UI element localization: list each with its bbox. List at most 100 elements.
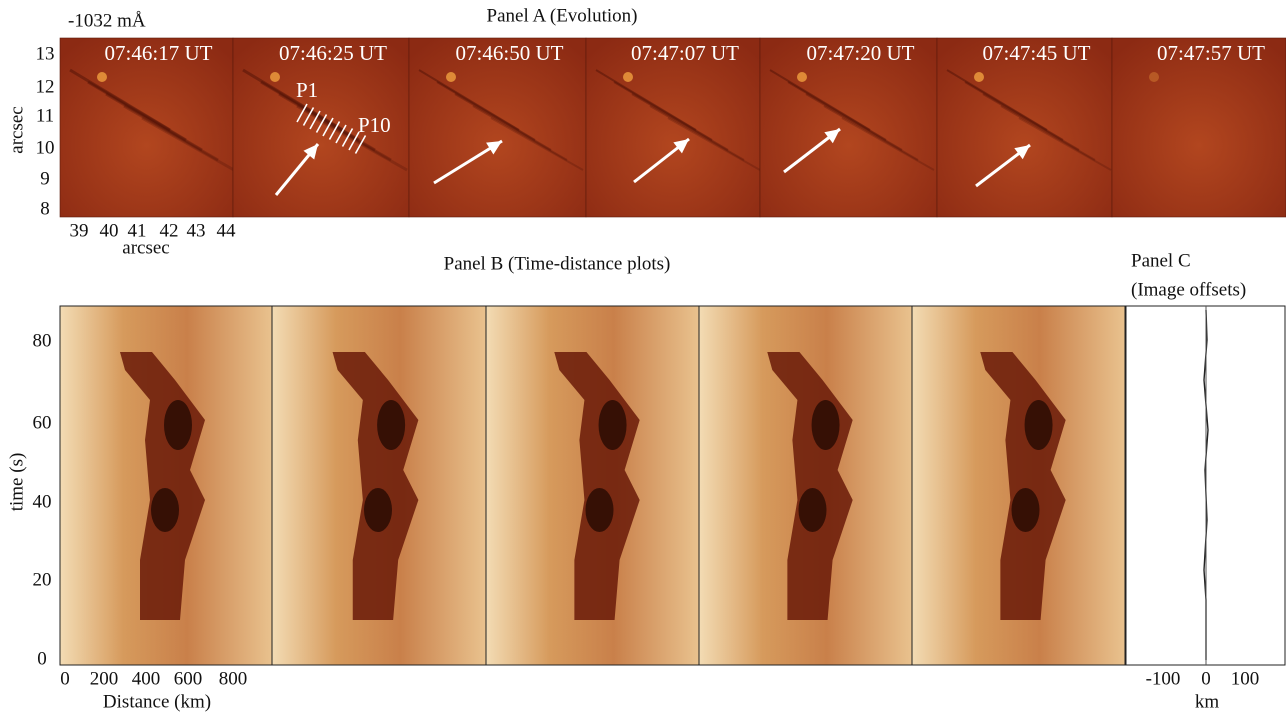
x-axis-label: Distance (km)	[103, 691, 211, 712]
arrow-head	[1014, 145, 1030, 160]
core	[598, 400, 627, 450]
x-tick-label: -100	[1146, 668, 1181, 689]
core	[811, 400, 840, 450]
x-tick-label: 42	[160, 220, 179, 241]
x-tick-label: 39	[70, 220, 89, 241]
y-tick-label: 8	[40, 198, 50, 219]
y-tick-label: 20	[33, 569, 52, 590]
streak	[242, 68, 344, 132]
y-axis-label: time (s)	[6, 453, 27, 512]
streak	[123, 104, 219, 162]
bright-spot	[797, 72, 807, 82]
path-hatch	[322, 117, 334, 137]
streak	[946, 69, 1048, 131]
image-frame	[232, 37, 410, 218]
bright-spot	[974, 72, 984, 82]
x-tick-label: 100	[1231, 668, 1260, 689]
y-axis-label: arcsec	[6, 106, 27, 153]
streak	[418, 69, 520, 131]
y-tick-label: 9	[40, 168, 50, 189]
image-frame	[936, 37, 1113, 218]
timestamp: 07:46:50 UT	[456, 41, 564, 65]
streak	[982, 93, 1080, 151]
streak	[1000, 105, 1096, 161]
path-hatch	[354, 135, 367, 154]
bright-spot	[97, 72, 107, 82]
y-tick-label: 80	[33, 330, 52, 351]
streak	[805, 93, 903, 151]
path-label: P1	[296, 78, 318, 102]
streak	[595, 69, 697, 131]
streak	[472, 105, 568, 161]
streak	[278, 92, 376, 152]
core	[798, 488, 827, 532]
streak	[490, 117, 584, 171]
image-frame	[59, 37, 234, 218]
y-tick-label: 0	[37, 648, 47, 669]
panel-c-subtitle: (Image offsets)	[1131, 279, 1246, 300]
streak	[667, 117, 761, 171]
image-frame	[585, 37, 761, 218]
streak	[841, 117, 935, 171]
x-tick-label: 43	[187, 220, 206, 241]
streak	[454, 93, 552, 151]
core	[1011, 488, 1040, 532]
streak	[649, 105, 745, 161]
path-hatch	[348, 131, 360, 151]
image-frame	[1111, 37, 1286, 218]
streak	[823, 105, 919, 161]
core	[164, 400, 192, 450]
path-hatch	[341, 128, 354, 147]
x-tick-label: 800	[219, 668, 248, 689]
x-axis-label: km	[1195, 691, 1220, 712]
core	[363, 488, 392, 532]
image-frame	[759, 37, 938, 218]
bright-spot	[270, 72, 280, 82]
x-tick-label: 0	[60, 668, 70, 689]
timestamp: 07:46:25 UT	[279, 41, 387, 65]
panel-b-title: Panel B (Time-distance plots)	[444, 253, 671, 274]
panel-c-title: Panel C	[1131, 250, 1191, 271]
x-tick-label: 0	[1201, 668, 1211, 689]
streak	[1018, 117, 1112, 171]
x-tick-label: 41	[128, 220, 147, 241]
timestamp: 07:46:17 UT	[105, 41, 213, 65]
streak	[769, 69, 871, 131]
x-tick-label: 40	[100, 220, 119, 241]
arrow-head	[486, 141, 502, 155]
y-tick-label: 11	[36, 105, 54, 126]
bright-spot	[1149, 72, 1159, 82]
streak	[964, 81, 1064, 141]
image-frame	[408, 37, 587, 218]
bright-spot	[446, 72, 456, 82]
x-tick-label: 200	[90, 668, 119, 689]
core	[377, 400, 406, 450]
streak	[296, 104, 392, 162]
arrow-head	[303, 144, 318, 160]
path-hatch	[315, 114, 328, 133]
x-tick-label: 44	[217, 220, 237, 241]
timestamp: 07:47:57 UT	[1157, 41, 1265, 65]
streak	[105, 92, 203, 152]
y-tick-label: 12	[36, 76, 55, 97]
streak	[69, 68, 171, 132]
streak	[631, 93, 729, 151]
timestamp: 07:47:45 UT	[983, 41, 1091, 65]
streak	[87, 80, 187, 142]
arrow-head	[673, 139, 689, 154]
y-tick-label: 40	[33, 491, 52, 512]
panel-a-title: Panel A (Evolution)	[487, 5, 638, 26]
path-label: P10	[358, 113, 391, 137]
path-hatch	[296, 103, 308, 123]
path-hatch	[309, 110, 321, 130]
path-hatch	[335, 124, 347, 144]
y-tick-label: 60	[33, 412, 52, 433]
streak	[436, 81, 536, 141]
wavelength: -1032 mÅ	[68, 10, 146, 31]
y-tick-label: 13	[36, 43, 55, 64]
bright-spot	[623, 72, 633, 82]
core	[1024, 400, 1053, 450]
path-hatch	[328, 121, 341, 140]
streak	[787, 81, 887, 141]
